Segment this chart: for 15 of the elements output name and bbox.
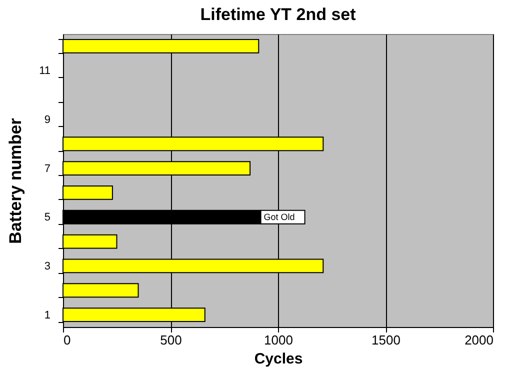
y-axis-title: Battery number bbox=[6, 118, 26, 244]
y-tick-label: 7 bbox=[44, 162, 50, 175]
x-tick-label: 0 bbox=[64, 332, 71, 348]
x-tick-label: 1000 bbox=[264, 332, 293, 348]
x-tick-label: 2000 bbox=[464, 332, 494, 348]
annotation: Got Old bbox=[264, 212, 295, 222]
y-tick-label: 3 bbox=[44, 260, 50, 272]
y-tick-label: 11 bbox=[39, 65, 50, 78]
y-tick-label: 9 bbox=[44, 114, 50, 126]
x-axis-title: Cycles bbox=[254, 350, 303, 368]
y-tick-label: 1 bbox=[44, 309, 50, 322]
chart-title: Lifetime YT 2nd set bbox=[200, 5, 356, 24]
x-tick-label: 500 bbox=[160, 332, 182, 348]
x-tick-label: 1500 bbox=[372, 332, 400, 348]
y-tick-label: 5 bbox=[44, 212, 50, 224]
